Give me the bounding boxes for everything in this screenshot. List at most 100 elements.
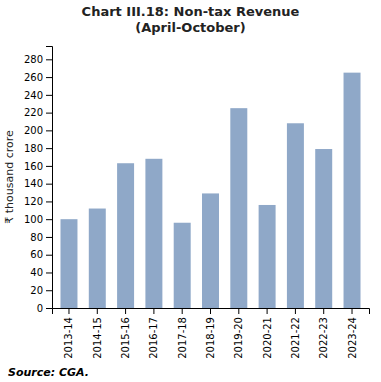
- x-tick-label: 2015-16: [120, 317, 131, 359]
- bar: [89, 209, 106, 308]
- y-tick-mark: [46, 130, 52, 131]
- y-tick-label: 220: [24, 107, 43, 118]
- bar: [344, 73, 361, 308]
- y-tick-label: 60: [30, 249, 43, 260]
- x-tick-mark: [97, 308, 98, 314]
- y-tick: 140: [24, 178, 52, 189]
- x-tick-mark: [125, 308, 126, 314]
- bar: [60, 219, 77, 308]
- x-tick-mark: [295, 308, 296, 314]
- y-tick-mark: [46, 272, 52, 273]
- x-tick-label: 2016-17: [148, 317, 159, 359]
- y-tick: 240: [24, 90, 52, 101]
- bar: [202, 193, 219, 308]
- y-tick-label: 120: [24, 196, 43, 207]
- y-tick-label: 100: [24, 214, 43, 225]
- x-tick-mark: [182, 308, 183, 314]
- x-tick-label: 2019-20: [233, 317, 244, 359]
- source-note: Source: CGA.: [8, 366, 89, 379]
- x-tick: 2013-14: [63, 308, 74, 359]
- y-tick: 260: [24, 72, 52, 83]
- x-tick: 2018-19: [205, 308, 216, 359]
- y-tick: 80: [30, 232, 52, 243]
- x-axis: 2013-14 2014-15 2015-16 2016-17 2017-18 2018-…: [53, 308, 370, 359]
- x-tick: 2017-18: [177, 308, 188, 359]
- x-tick: 2022-23: [318, 308, 329, 359]
- bars: [60, 73, 360, 308]
- y-tick: 20: [30, 285, 52, 296]
- y-tick-mark: [46, 290, 52, 291]
- x-tick: 2016-17: [148, 308, 159, 359]
- y-tick: 160: [24, 161, 52, 172]
- x-tick: 2014-15: [92, 308, 103, 359]
- x-tick-label: 2014-15: [92, 317, 103, 359]
- bar: [145, 159, 162, 308]
- y-tick-mark: [46, 255, 52, 256]
- x-tick-label: 2021-22: [290, 317, 301, 359]
- title-line: Chart III.18: Non-tax Revenue: [82, 4, 300, 19]
- x-tick-mark: [153, 308, 154, 314]
- bar: [315, 149, 332, 308]
- y-tick-label: 80: [30, 232, 43, 243]
- bar: [117, 163, 134, 308]
- x-tick-label: 2020-21: [262, 317, 273, 359]
- y-tick: 120: [24, 196, 52, 207]
- x-tick-mark: [68, 308, 69, 314]
- x-tick: 2021-22: [290, 308, 301, 359]
- plot: 0 20 40 60 80 100 120 140 160 180 200 220 240 260 280 2…: [24, 47, 370, 359]
- y-tick-mark: [46, 77, 52, 78]
- bar: [287, 123, 304, 308]
- y-tick: 0: [37, 303, 52, 314]
- x-tick: 2020-21: [262, 308, 273, 359]
- y-tick: 180: [24, 143, 52, 154]
- y-tick-label: 140: [24, 178, 43, 189]
- y-tick-mark: [46, 237, 52, 238]
- y-tick-label: 0: [37, 303, 43, 314]
- bar: [259, 205, 276, 308]
- x-tick-mark: [267, 308, 268, 314]
- chart-container: Chart III.18: Non-tax Revenue(April-Octo…: [0, 0, 381, 382]
- x-tick-label: 2018-19: [205, 317, 216, 359]
- x-tick: 2023-24: [347, 308, 358, 359]
- y-tick-mark: [46, 59, 52, 60]
- y-tick-label: 260: [24, 72, 43, 83]
- y-tick-mark: [46, 148, 52, 149]
- y-axis-title: ₹ thousand crore: [3, 130, 16, 224]
- y-axis-line: [46, 47, 53, 309]
- y-tick: 40: [30, 267, 52, 278]
- y-tick-label: 200: [24, 125, 43, 136]
- y-tick-mark: [46, 201, 52, 202]
- x-tick-label: 2022-23: [318, 317, 329, 359]
- x-tick-mark: [210, 308, 211, 314]
- x-tick-label: 2017-18: [177, 317, 188, 359]
- x-tick-label: 2023-24: [347, 317, 358, 359]
- y-tick-label: 40: [30, 267, 43, 278]
- chart: Chart III.18: Non-tax Revenue(April-Octo…: [0, 0, 381, 382]
- x-tick-mark: [323, 308, 324, 314]
- y-tick-mark: [46, 166, 52, 167]
- y-tick-label: 20: [30, 285, 43, 296]
- x-tick-mark: [238, 308, 239, 314]
- y-tick-label: 180: [24, 143, 43, 154]
- y-tick: 200: [24, 125, 52, 136]
- y-tick: 220: [24, 107, 52, 118]
- y-tick-label: 160: [24, 161, 43, 172]
- y-tick-mark: [46, 308, 52, 309]
- y-axis: 0 20 40 60 80 100 120 140 160 180 200 220 240 260 280: [24, 47, 53, 314]
- y-tick-label: 280: [24, 54, 43, 65]
- x-tick: 2015-16: [120, 308, 131, 359]
- bar: [230, 108, 247, 308]
- bar: [174, 223, 191, 308]
- y-tick-mark: [46, 113, 52, 114]
- y-tick: 100: [24, 214, 52, 225]
- y-tick: 60: [30, 249, 52, 260]
- title: Chart III.18: Non-tax Revenue(April-Octo…: [82, 4, 300, 35]
- y-tick-label: 240: [24, 90, 43, 101]
- x-axis-line: [53, 309, 370, 315]
- x-tick-label: 2013-14: [63, 317, 74, 359]
- x-tick: 2019-20: [233, 308, 244, 359]
- x-tick-mark: [352, 308, 353, 314]
- y-tick-mark: [46, 95, 52, 96]
- y-tick-mark: [46, 184, 52, 185]
- title-line: (April-October): [135, 20, 245, 35]
